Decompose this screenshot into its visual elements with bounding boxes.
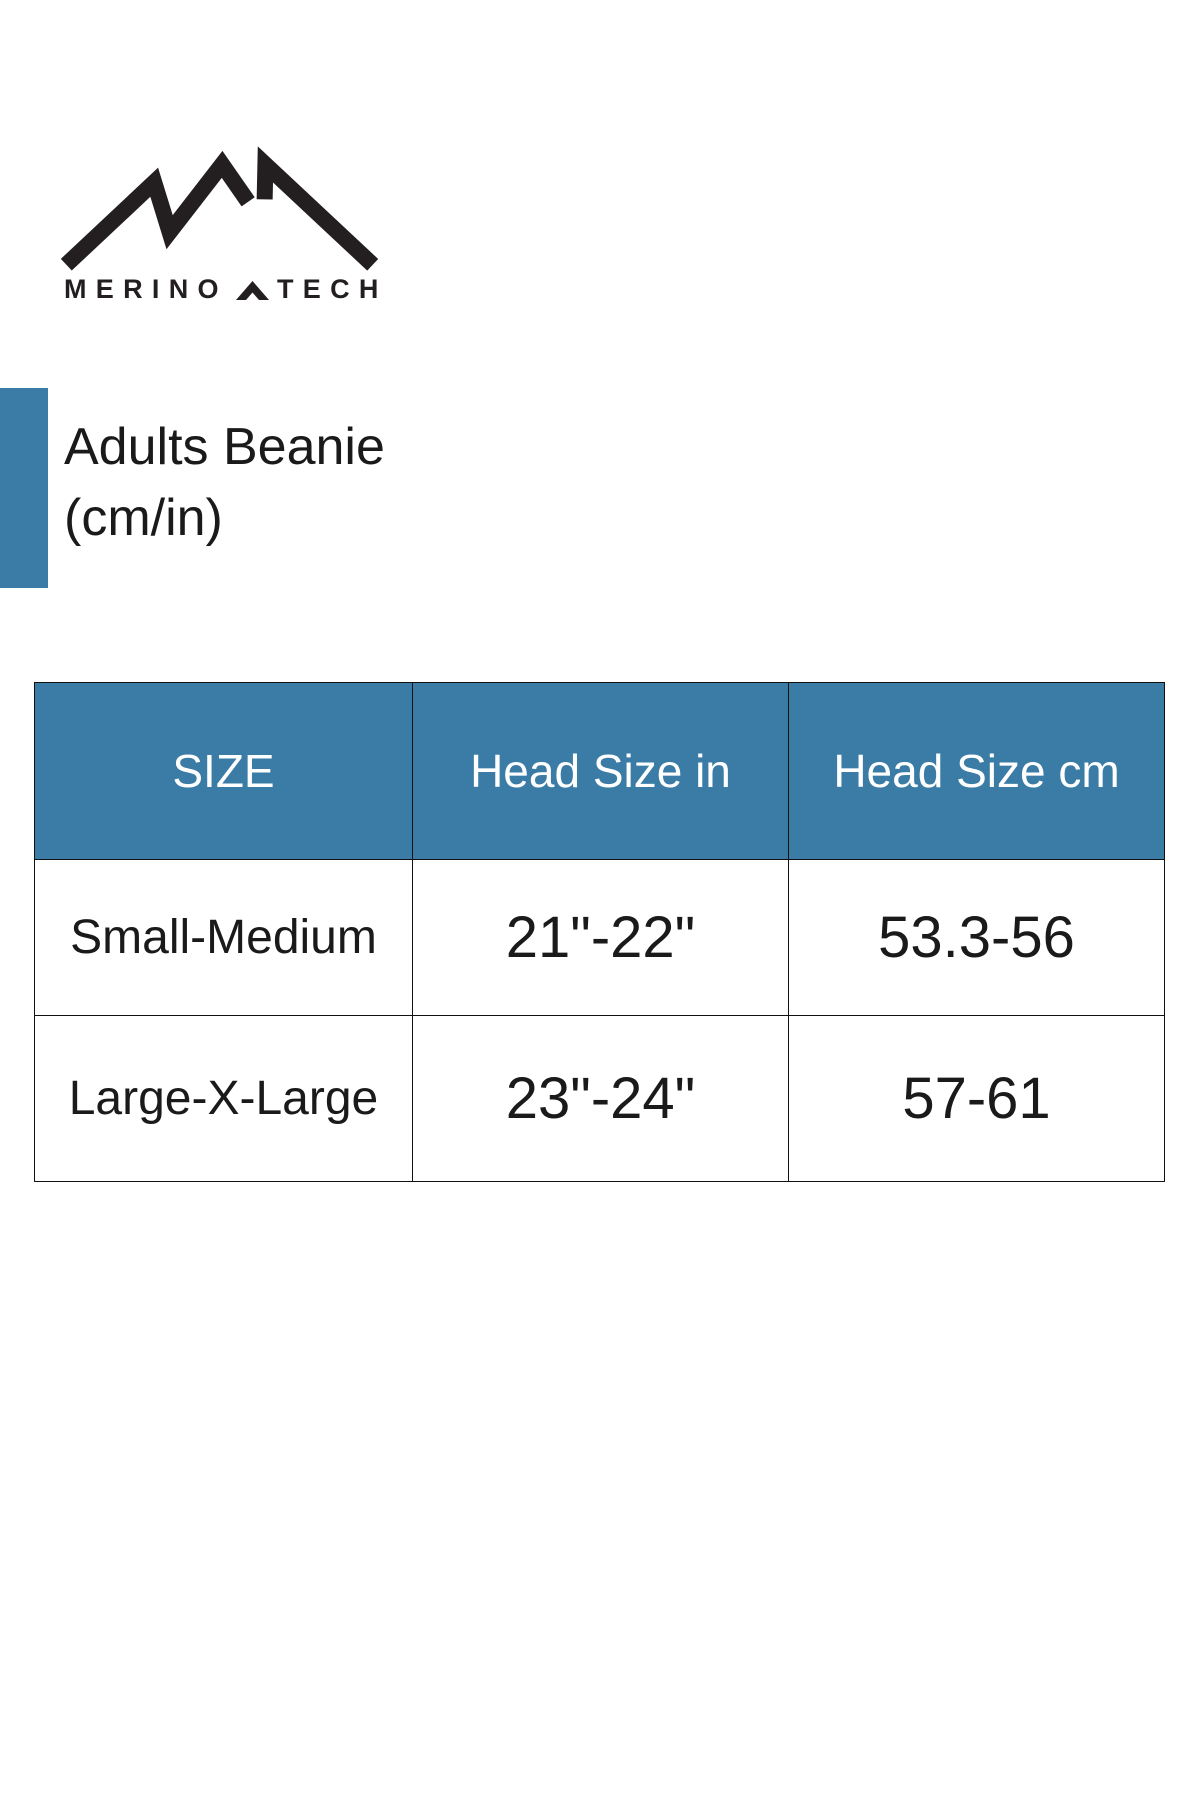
svg-text:TECH: TECH — [277, 274, 388, 304]
svg-text:MERINO: MERINO — [64, 274, 228, 304]
